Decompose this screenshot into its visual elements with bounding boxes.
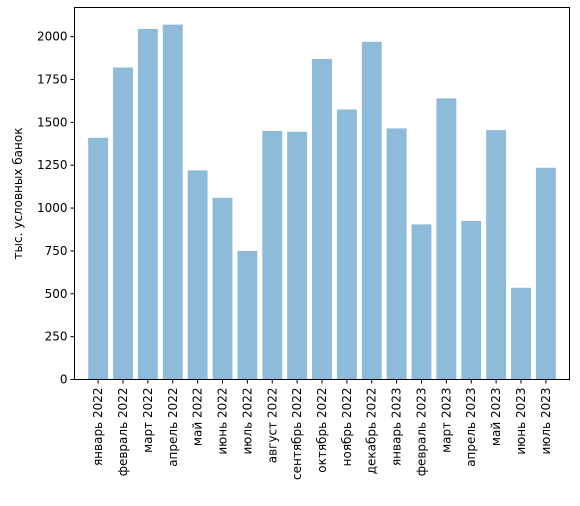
x-tick-label: февраль 2023 xyxy=(414,388,428,477)
bar-13 xyxy=(386,128,407,380)
y-tick-label: 500 xyxy=(45,287,68,301)
y-tick-label: 2000 xyxy=(37,30,68,44)
x-tick-label: март 2023 xyxy=(439,387,453,452)
bar-11 xyxy=(336,109,357,380)
y-tick-label: 250 xyxy=(45,330,68,344)
x-tick-label: апрель 2022 xyxy=(166,388,180,467)
bar-19 xyxy=(535,167,556,380)
x-axis-ticks: январь 2022 февраль 2022 март 2022 апрель 2… xyxy=(91,379,553,480)
bar-1 xyxy=(88,137,109,380)
bar-10 xyxy=(312,58,332,380)
y-tick-label: 1750 xyxy=(37,73,68,87)
x-tick-label: декабрь 2022 xyxy=(365,388,379,475)
y-tick-label: 1000 xyxy=(37,201,68,215)
bar-14 xyxy=(411,224,432,380)
bar-5 xyxy=(187,170,208,380)
bar-18 xyxy=(511,287,531,380)
y-axis-label: тыс. условных банок xyxy=(11,128,25,260)
x-tick-label: январь 2022 xyxy=(91,388,105,467)
y-tick-label: 0 xyxy=(60,373,68,387)
bar-4 xyxy=(162,24,183,380)
bar-12 xyxy=(361,41,382,380)
x-tick-label: март 2022 xyxy=(141,388,155,453)
y-tick-label: 1500 xyxy=(37,115,68,129)
x-tick-label: август 2022 xyxy=(265,388,279,464)
bar-8 xyxy=(262,130,283,380)
bar-6 xyxy=(212,197,233,380)
bar-9 xyxy=(287,131,308,380)
x-tick-label: июнь 2022 xyxy=(216,388,230,455)
bar-3 xyxy=(137,28,158,380)
x-tick-label: июль 2022 xyxy=(240,388,254,455)
x-tick-label: май 2023 xyxy=(489,388,503,447)
bar-2 xyxy=(113,67,133,380)
y-axis-ticks: 0 250 500 750 1000 1250 1500 1750 2000 xyxy=(37,30,75,387)
x-tick-label: июль 2023 xyxy=(539,388,553,455)
x-tick-label: сентябрь 2022 xyxy=(290,388,304,480)
bar-15 xyxy=(436,98,457,380)
y-tick-label: 1250 xyxy=(37,158,68,172)
plot-frame xyxy=(74,7,570,380)
x-tick-label: январь 2023 xyxy=(390,388,404,467)
bar-7 xyxy=(237,250,258,380)
bars-group xyxy=(88,24,556,380)
x-tick-label: февраль 2022 xyxy=(116,388,130,477)
x-tick-label: июнь 2023 xyxy=(514,388,528,455)
x-tick-label: ноябрь 2022 xyxy=(340,388,354,467)
y-tick-label: 750 xyxy=(45,244,68,258)
bar-17 xyxy=(486,130,507,380)
x-tick-label: октябрь 2022 xyxy=(315,388,329,473)
x-tick-label: апрель 2023 xyxy=(464,387,478,466)
x-tick-label: май 2022 xyxy=(191,388,205,447)
bar-16 xyxy=(461,220,482,380)
